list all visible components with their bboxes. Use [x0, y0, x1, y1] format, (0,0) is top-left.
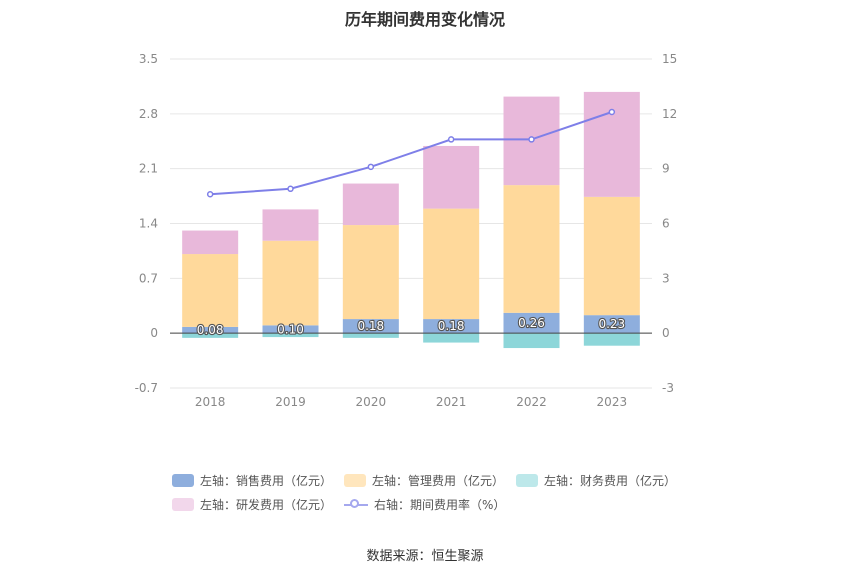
right-axis-tick-label: 9: [662, 162, 670, 176]
right-axis-tick-label: 0: [662, 326, 670, 340]
left-axis-tick-label: 2.1: [139, 162, 158, 176]
bar-segment: [342, 333, 399, 338]
bar-segment: [182, 254, 239, 327]
left-axis-tick-label: 1.4: [139, 217, 158, 231]
legend-item-finance[interactable]: 左轴：财务费用（亿元）: [516, 472, 676, 489]
expense-ratio-point: [447, 136, 455, 143]
right-axis-tick-label: -3: [662, 381, 674, 395]
x-axis-tick-label: 2020: [356, 395, 387, 409]
legend-label-admin: 左轴：管理费用（亿元）: [372, 474, 505, 488]
bar-segment: [262, 209, 319, 241]
legend-swatch-admin: [344, 474, 366, 487]
x-axis-tick-label: 2019: [275, 395, 306, 409]
x-axis-tick-label: 2022: [516, 395, 547, 409]
bar-segment: [342, 183, 399, 226]
expense-ratio-point: [608, 108, 616, 116]
bar-segment: [583, 315, 640, 334]
bar-segment: [182, 333, 239, 338]
chart-title: 历年期间费用变化情况: [344, 10, 505, 29]
bar-segment: [503, 185, 560, 313]
legend-line-icon: [344, 498, 368, 511]
bar-segment: [583, 91, 640, 197]
bar-segment: [342, 225, 399, 320]
bar-segment: [342, 319, 399, 334]
bar-segment: [423, 208, 480, 320]
expense-ratio-line: [210, 111, 613, 196]
bar-data-label: 0.10: [277, 322, 304, 336]
expense-ratio-point: [367, 163, 375, 171]
x-axis-tick-label: 2021: [436, 395, 467, 409]
right-axis-tick-label: 15: [662, 52, 677, 66]
bar-segment: [423, 319, 480, 334]
legend-swatch-sales: [172, 474, 194, 487]
bar-data-label: 0.23: [598, 317, 625, 331]
legend-item-rnd[interactable]: 左轴：研发费用（亿元）: [172, 496, 332, 513]
legend-label-sales: 左轴：销售费用（亿元）: [200, 474, 333, 488]
right-axis-tick-label: 12: [662, 107, 677, 121]
x-axis-tick-label: 2023: [597, 395, 628, 409]
bar-data-label: 0.18: [438, 319, 465, 333]
bar-segment: [262, 333, 319, 338]
left-axis-tick-label: 0: [150, 326, 158, 340]
bar-segment: [182, 230, 239, 255]
left-axis-tick-label: 2.8: [139, 107, 158, 121]
chart-plot: -0.7 -3 0 0 0.7 3 1.4 6 2.1 9 2.8 12 3.5 15 2018 2019 20…: [135, 52, 678, 409]
right-axis-tick-label: 3: [662, 271, 670, 285]
legend-label-finance: 左轴：财务费用（亿元）: [544, 474, 677, 488]
left-axis-tick-label: 3.5: [139, 52, 158, 66]
bar-segment: [423, 333, 480, 343]
bar-data-label: 0.26: [518, 316, 545, 330]
data-source: 数据来源：恒生聚源: [366, 549, 484, 564]
legend-swatch-finance: [516, 474, 538, 487]
bar-segment: [503, 312, 560, 334]
expense-ratio-point: [528, 136, 535, 143]
legend-swatch-rnd: [172, 498, 194, 511]
bar-segment: [182, 326, 239, 334]
bar-segment: [503, 333, 560, 349]
bar-data-label: 0.08: [197, 323, 224, 337]
legend-item-sales[interactable]: 左轴：销售费用（亿元）: [172, 472, 332, 489]
bar-segment: [423, 145, 480, 209]
left-axis-tick-label: 0.7: [139, 271, 158, 285]
bar-segment: [583, 196, 640, 316]
expense-ratio-point: [206, 191, 214, 198]
legend-item-admin[interactable]: 左轴：管理费用（亿元）: [344, 472, 504, 489]
x-axis-tick-label: 2018: [195, 395, 226, 409]
legend-label-expense-ratio: 右轴：期间费用率（%）: [374, 498, 506, 512]
right-axis-tick-label: 6: [662, 217, 670, 231]
bar-segment: [262, 240, 319, 326]
left-axis-tick-label: -0.7: [135, 381, 158, 395]
bar-segment: [262, 325, 319, 334]
expense-ratio-point: [287, 185, 294, 193]
legend-item-expense-ratio[interactable]: 右轴：期间费用率（%）: [344, 496, 505, 513]
bar-data-label: 0.18: [357, 319, 384, 333]
legend-label-rnd: 左轴：研发费用（亿元）: [200, 498, 333, 512]
bar-segment: [583, 333, 640, 346]
